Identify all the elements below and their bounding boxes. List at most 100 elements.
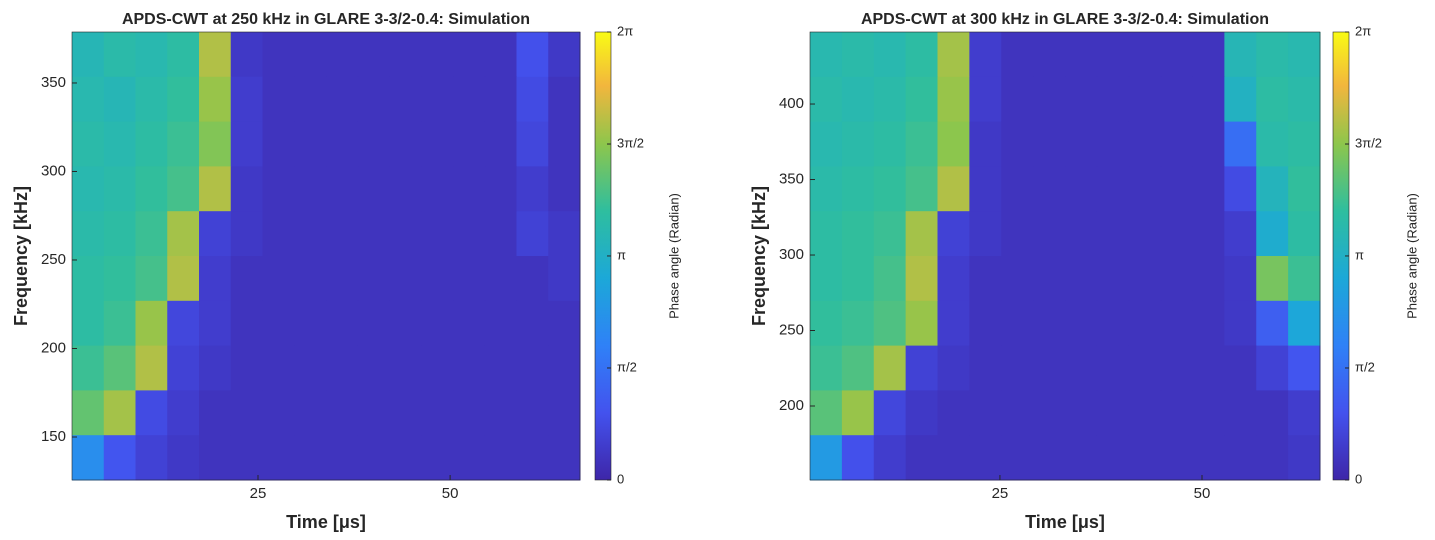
heatmap-cell: [1256, 345, 1289, 391]
heatmap-cell: [1128, 211, 1162, 257]
heatmap-cell: [841, 345, 875, 391]
heatmap-cell: [1160, 300, 1193, 347]
heatmap-cell: [1128, 345, 1162, 391]
heatmap-cell: [103, 76, 136, 123]
heatmap-cell: [1256, 390, 1289, 436]
heatmap-cell: [1001, 390, 1034, 436]
heatmap-cell: [294, 166, 327, 212]
heatmap-cell: [453, 390, 486, 436]
heatmap-cell: [1096, 121, 1130, 167]
heatmap-cell: [262, 435, 295, 481]
heatmap-cell: [810, 300, 843, 347]
heatmap-cell: [841, 300, 875, 347]
heatmap-cell: [1192, 166, 1225, 212]
heatmap-cell: [199, 256, 232, 302]
heatmap-cell: [841, 121, 875, 167]
heatmap-cell: [905, 345, 938, 391]
heatmap-cell: [103, 211, 136, 257]
heatmap-cell: [1033, 390, 1066, 436]
colorbar-tick-label: 3π/2: [617, 135, 644, 150]
heatmap-cell: [389, 121, 422, 167]
heatmap-cell: [72, 435, 105, 481]
heatmap-cell: [1128, 390, 1162, 436]
heatmap-cell: [1001, 435, 1034, 481]
heatmap-cell: [1256, 256, 1289, 302]
heatmap-cell: [1128, 256, 1162, 302]
heatmap-cell: [1033, 345, 1066, 391]
heatmap-cell: [167, 166, 200, 212]
heatmap-cell: [1192, 435, 1225, 481]
heatmap-cell: [810, 390, 843, 436]
heatmap-cell: [548, 435, 581, 481]
heatmap-cell: [1224, 32, 1257, 78]
heatmap-cell: [484, 76, 517, 123]
heatmap-cell: [389, 32, 422, 78]
heatmap-cell: [1128, 300, 1162, 347]
heatmap-cell: [294, 211, 327, 257]
heatmap-cell: [1224, 300, 1257, 347]
heatmap-cell: [1160, 345, 1193, 391]
y-tick-label: 400: [779, 95, 804, 112]
heatmap-cell: [810, 32, 843, 78]
heatmap-cell: [905, 121, 938, 167]
heatmap-cell: [905, 435, 938, 481]
heatmap-cell: [1096, 211, 1130, 257]
heatmap-cell: [905, 76, 938, 123]
y-axis-label: Frequency [kHz]: [749, 186, 769, 326]
heatmap-cell: [905, 166, 938, 212]
heatmap-cell: [1160, 32, 1193, 78]
heatmap-cell: [357, 256, 390, 302]
heatmap-cell: [1001, 345, 1034, 391]
heatmap-cell: [1096, 435, 1130, 481]
heatmap-cell: [937, 211, 970, 257]
heatmap-cell: [810, 345, 843, 391]
heatmap-cell: [1001, 256, 1034, 302]
heatmap-cell: [873, 121, 907, 167]
heatmap-cell: [326, 435, 359, 481]
heatmap-cell: [1065, 121, 1098, 167]
heatmap-cell: [1001, 166, 1034, 212]
heatmap-cell: [1096, 345, 1130, 391]
heatmap-cell: [969, 390, 1002, 436]
heatmap-cell: [72, 345, 105, 391]
heatmap-cell: [326, 390, 359, 436]
heatmap-cell: [357, 32, 390, 78]
heatmap-cell: [548, 345, 581, 391]
heatmap-cell: [905, 32, 938, 78]
heatmap-cell: [1096, 76, 1130, 123]
heatmap-cell: [453, 211, 486, 257]
heatmap-cell: [1256, 211, 1289, 257]
x-axis-label: Time [μs]: [1025, 512, 1105, 532]
heatmap-cell: [1160, 256, 1193, 302]
heatmap-cell: [810, 435, 843, 481]
heatmap-cell: [1224, 435, 1257, 481]
heatmap-cell: [199, 211, 232, 257]
heatmap-cell: [1224, 211, 1257, 257]
heatmap-cell: [72, 76, 105, 123]
heatmap-cell: [72, 300, 105, 347]
heatmap-cell: [103, 435, 136, 481]
heatmap-cell: [103, 32, 136, 78]
heatmap-cell: [262, 166, 295, 212]
heatmap-cell: [841, 390, 875, 436]
heatmap-cell: [389, 211, 422, 257]
heatmap-cell: [389, 166, 422, 212]
heatmap-cell: [548, 121, 581, 167]
heatmap-cell: [357, 300, 390, 347]
heatmap-cell: [516, 300, 549, 347]
heatmap-cell: [421, 32, 454, 78]
heatmap-cell: [135, 435, 168, 481]
heatmap-cell: [167, 76, 200, 123]
heatmap-cell: [810, 256, 843, 302]
heatmap-cell: [103, 166, 136, 212]
heatmap-cell: [841, 256, 875, 302]
heatmap-cell: [1192, 345, 1225, 391]
heatmap-cell: [326, 345, 359, 391]
heatmap-cell: [357, 121, 390, 167]
heatmap-cell: [516, 76, 549, 123]
heatmap-cell: [516, 390, 549, 436]
heatmap-cell: [969, 76, 1002, 123]
heatmap-cell: [1192, 300, 1225, 347]
heatmap-cell: [937, 166, 970, 212]
heatmap-cell: [484, 121, 517, 167]
